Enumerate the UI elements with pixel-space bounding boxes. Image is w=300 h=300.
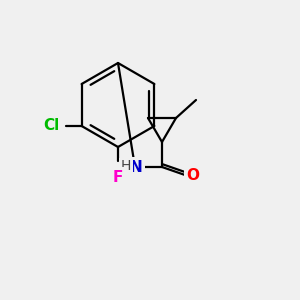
Text: H: H: [121, 159, 131, 173]
Text: O: O: [187, 167, 200, 182]
Text: Cl: Cl: [44, 118, 60, 134]
Text: N: N: [130, 160, 142, 175]
Text: F: F: [113, 169, 123, 184]
